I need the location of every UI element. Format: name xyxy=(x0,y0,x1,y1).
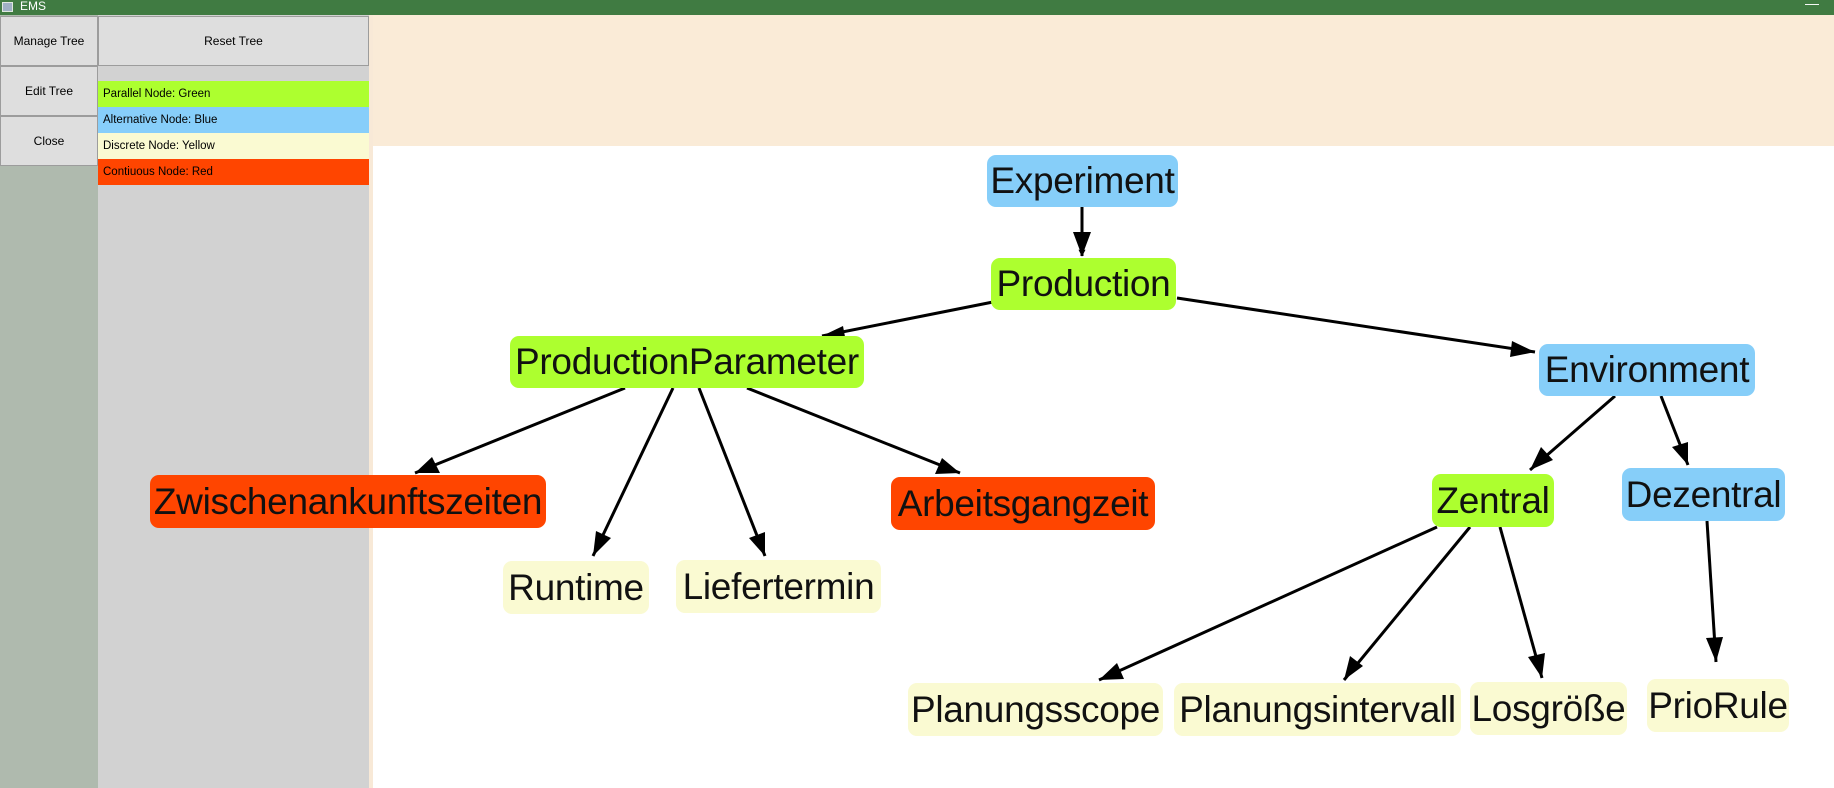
node-zentral[interactable]: Zentral xyxy=(1432,474,1554,527)
legend-continuous: Contiuous Node: Red xyxy=(98,159,369,185)
node-planungsintervall[interactable]: Planungsintervall xyxy=(1174,683,1461,736)
node-environment[interactable]: Environment xyxy=(1539,344,1755,396)
manage-tree-button[interactable]: Manage Tree xyxy=(0,16,98,66)
node-production-parameter[interactable]: ProductionParameter xyxy=(510,336,864,388)
node-liefertermin[interactable]: Liefertermin xyxy=(676,560,881,613)
close-button[interactable]: Close xyxy=(0,116,98,166)
legend-parallel: Parallel Node: Green xyxy=(98,81,369,107)
window-title: EMS xyxy=(20,0,47,13)
panel-divider xyxy=(369,15,373,788)
node-production[interactable]: Production xyxy=(991,258,1176,310)
edit-tree-button[interactable]: Edit Tree xyxy=(0,66,98,116)
node-zwischenankunftszeiten[interactable]: Zwischenankunftszeiten xyxy=(150,475,546,528)
title-bar: EMS — xyxy=(0,0,1834,15)
node-runtime[interactable]: Runtime xyxy=(503,561,649,614)
top-band xyxy=(373,15,1834,146)
app-icon xyxy=(2,2,13,12)
node-experiment[interactable]: Experiment xyxy=(987,155,1178,207)
node-arbeitsgangzeit[interactable]: Arbeitsgangzeit xyxy=(891,477,1155,530)
node-priorule[interactable]: PrioRule xyxy=(1647,679,1789,732)
minimize-button[interactable]: — xyxy=(1805,0,1819,11)
legend-alternative: Alternative Node: Blue xyxy=(98,107,369,133)
reset-tree-button[interactable]: Reset Tree xyxy=(98,16,369,66)
node-planungsscope[interactable]: Planungsscope xyxy=(908,683,1163,736)
node-dezentral[interactable]: Dezentral xyxy=(1622,468,1785,521)
node-losgroesse[interactable]: Losgröße xyxy=(1470,682,1627,735)
legend-discrete: Discrete Node: Yellow xyxy=(98,133,369,159)
